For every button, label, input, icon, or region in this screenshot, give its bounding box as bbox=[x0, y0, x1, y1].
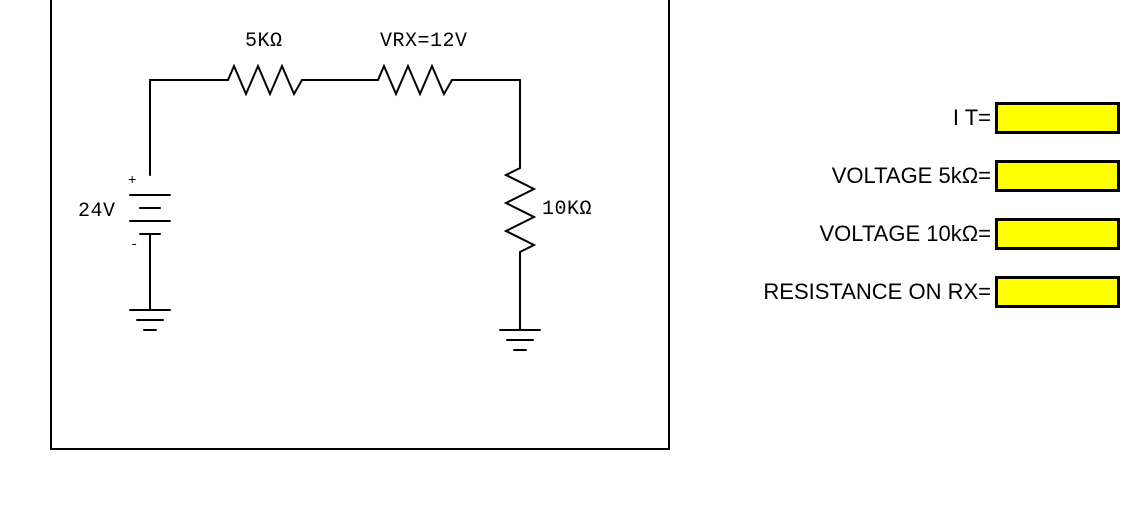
source-voltage-label: 24V bbox=[78, 200, 116, 223]
resistor-rx-label: VRX=12V bbox=[380, 30, 468, 53]
answer-label-it: I T= bbox=[953, 105, 991, 131]
answer-row: RESISTANCE ON RX= bbox=[720, 274, 1120, 310]
answer-label-v5k: VOLTAGE 5kΩ= bbox=[832, 163, 991, 189]
answer-row: VOLTAGE 5kΩ= bbox=[720, 158, 1120, 194]
answer-input-it[interactable] bbox=[995, 102, 1120, 134]
answer-row: VOLTAGE 10kΩ= bbox=[720, 216, 1120, 252]
svg-text:+: + bbox=[128, 173, 136, 189]
answer-label-rx: RESISTANCE ON RX= bbox=[763, 279, 991, 305]
resistor-r2-label: 10KΩ bbox=[542, 198, 592, 221]
answer-input-v10k[interactable] bbox=[995, 218, 1120, 250]
answer-input-v5k[interactable] bbox=[995, 160, 1120, 192]
answer-input-rx[interactable] bbox=[995, 276, 1120, 308]
answers-panel: I T= VOLTAGE 5kΩ= VOLTAGE 10kΩ= RESISTAN… bbox=[720, 100, 1120, 332]
svg-text:-: - bbox=[130, 237, 138, 253]
answer-row: I T= bbox=[720, 100, 1120, 136]
answer-label-v10k: VOLTAGE 10kΩ= bbox=[819, 221, 991, 247]
circuit-diagram: + - bbox=[50, 0, 670, 450]
canvas: + - 24V 5KΩ VRX=12V 10KΩ I T= VOLTAGE 5k… bbox=[0, 0, 1125, 512]
resistor-r1-label: 5KΩ bbox=[245, 30, 283, 53]
